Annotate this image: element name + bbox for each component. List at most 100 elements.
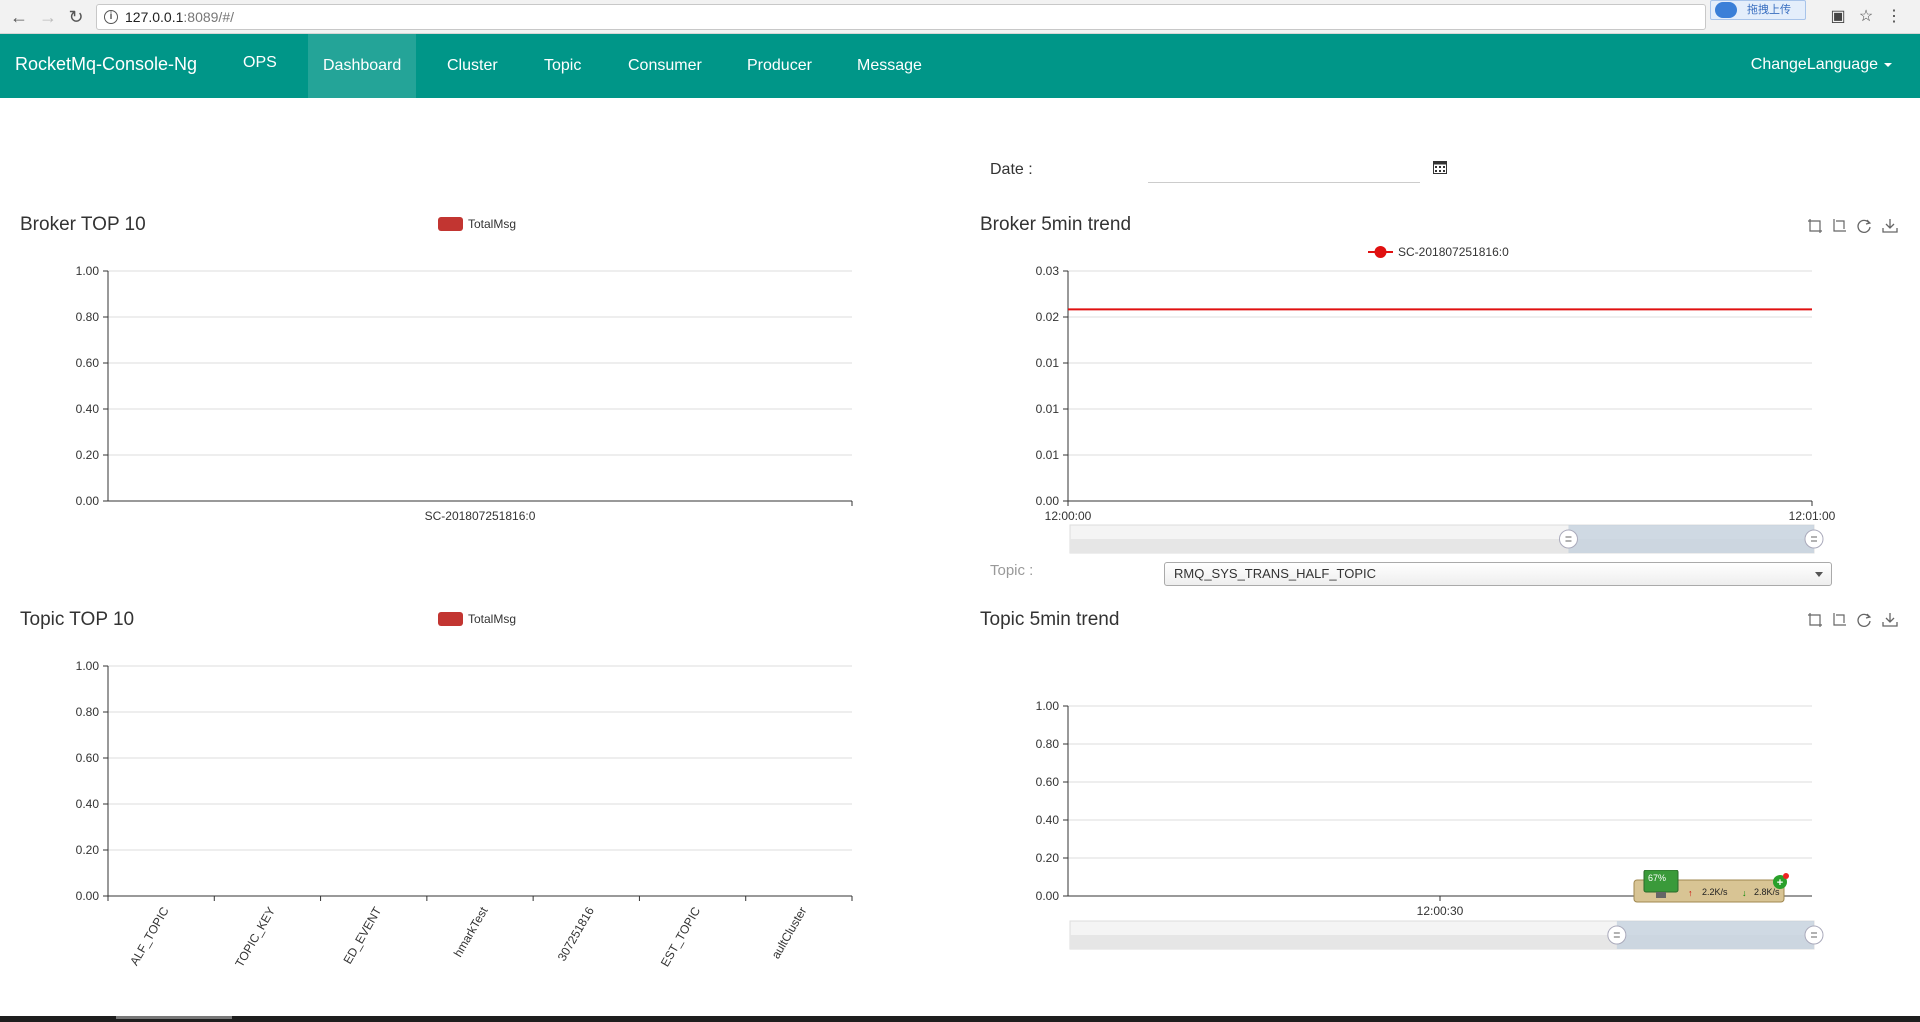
legend-label: TotalMsg xyxy=(468,217,516,231)
zoom-icon[interactable] xyxy=(1807,218,1823,234)
y-tick-label: 0.00 xyxy=(76,494,100,508)
y-tick-label: 0.00 xyxy=(1036,889,1060,903)
star-icon[interactable]: ☆ xyxy=(1858,8,1874,25)
topic-select-value: RMQ_SYS_TRANS_HALF_TOPIC xyxy=(1174,566,1377,581)
y-tick-label: 1.00 xyxy=(76,659,100,673)
nav-item-producer[interactable]: Producer xyxy=(747,57,812,74)
save-image-icon[interactable] xyxy=(1882,612,1898,628)
cloud-icon xyxy=(1715,2,1737,18)
network-monitor-widget[interactable]: + ↑ ↓ 67% 2.2K/s 2.8K/s xyxy=(1632,869,1790,906)
y-tick-label: 0.60 xyxy=(76,751,100,765)
zoom-reset-icon[interactable] xyxy=(1831,612,1847,628)
upload-extension-button[interactable]: 拖拽上传 xyxy=(1710,0,1806,20)
upload-speed: 2.2K/s xyxy=(1702,887,1728,897)
broker-trend-title: Broker 5min trend xyxy=(980,214,1132,235)
restore-icon[interactable] xyxy=(1856,612,1872,628)
y-tick-label: 0.01 xyxy=(1036,402,1060,416)
nav-item-cluster[interactable]: Cluster xyxy=(447,57,498,74)
y-tick-label: 0.80 xyxy=(76,310,100,324)
reload-icon[interactable]: ↻ xyxy=(68,7,84,27)
calendar-icon[interactable] xyxy=(1433,160,1447,174)
upload-extension-label: 拖拽上传 xyxy=(1747,4,1791,16)
date-input[interactable] xyxy=(1148,158,1420,183)
zoom-reset-icon[interactable] xyxy=(1831,218,1847,234)
restore-icon[interactable] xyxy=(1856,218,1872,234)
y-tick-label: 1.00 xyxy=(1036,699,1060,713)
datazoom-handle xyxy=(1804,925,1824,945)
x-tick-label: 12:00:30 xyxy=(1417,904,1464,918)
x-tick-label: SC-201807251816:0 xyxy=(425,509,536,523)
topic-label: Topic : xyxy=(990,562,1034,579)
y-tick-label: 0.01 xyxy=(1036,356,1060,370)
change-language-dropdown[interactable]: ChangeLanguage xyxy=(1751,34,1892,98)
y-tick-label: 0.40 xyxy=(76,797,100,811)
back-arrow-icon[interactable]: ← xyxy=(10,7,28,27)
nav-item-ops[interactable]: OPS xyxy=(243,54,277,71)
y-tick-label: 1.00 xyxy=(76,264,100,278)
url-path: :8089/#/ xyxy=(183,9,234,25)
y-tick-label: 0.03 xyxy=(1036,264,1060,278)
nav-item-message[interactable]: Message xyxy=(857,57,922,74)
y-tick-label: 0.40 xyxy=(76,402,100,416)
caret-down-icon xyxy=(1884,62,1892,67)
date-label: Date : xyxy=(990,161,1033,178)
topic-trend-title: Topic 5min trend xyxy=(980,609,1120,630)
translate-icon[interactable]: ▣ xyxy=(1830,8,1846,25)
legend-label: TotalMsg xyxy=(468,612,516,626)
x-tick-label: 307251816 xyxy=(555,904,597,963)
datazoom-selection xyxy=(1568,525,1814,553)
address-bar[interactable]: i 127.0.0.1:8089/#/ xyxy=(96,4,1706,30)
datazoom-selection xyxy=(1616,921,1814,949)
topic-top10-title: Topic TOP 10 xyxy=(20,609,135,630)
nav-item-dashboard[interactable]: Dashboard xyxy=(308,34,417,98)
y-tick-label: 0.00 xyxy=(76,889,100,903)
legend-swatch xyxy=(438,612,463,626)
y-tick-label: 0.02 xyxy=(1036,310,1060,324)
nav-item-topic[interactable]: Topic xyxy=(544,57,582,74)
top-navbar: RocketMq-Console-Ng OPS Dashboard Cluste… xyxy=(0,34,1920,98)
y-tick-label: 0.20 xyxy=(1036,851,1060,865)
x-tick-label: aultCluster xyxy=(769,904,810,961)
x-tick-label: 12:01:00 xyxy=(1789,509,1836,523)
topic-select[interactable]: RMQ_SYS_TRANS_HALF_TOPIC xyxy=(1164,562,1832,586)
download-speed: 2.8K/s xyxy=(1754,887,1780,897)
chevron-down-icon xyxy=(1815,572,1823,577)
brand-title[interactable]: RocketMq-Console-Ng xyxy=(15,54,198,74)
y-tick-label: 0.40 xyxy=(1036,813,1060,827)
y-tick-label: 0.01 xyxy=(1036,448,1060,462)
change-language-label: ChangeLanguage xyxy=(1750,56,1878,73)
zoom-icon[interactable] xyxy=(1807,612,1823,628)
legend-swatch xyxy=(438,217,463,231)
x-tick-label: TOPIC_KEY xyxy=(232,905,278,970)
taskbar-strip xyxy=(0,1016,1920,1022)
svg-text:↑: ↑ xyxy=(1688,888,1693,898)
legend-marker xyxy=(1374,246,1387,258)
datazoom-handle xyxy=(1804,529,1824,549)
y-tick-label: 0.80 xyxy=(1036,737,1060,751)
network-widget-graphic: + ↑ ↓ xyxy=(1633,869,1789,903)
menu-dots-icon[interactable]: ⋮ xyxy=(1886,8,1902,25)
y-tick-label: 0.80 xyxy=(76,705,100,719)
y-tick-label: 0.20 xyxy=(76,843,100,857)
legend-label: SC-201807251816:0 xyxy=(1398,245,1509,259)
cpu-usage: 67% xyxy=(1648,873,1667,883)
url-host: 127.0.0.1 xyxy=(125,9,184,25)
x-tick-label: hmarkTest xyxy=(451,904,491,960)
broker-top10-title: Broker TOP 10 xyxy=(20,214,146,235)
y-tick-label: 0.00 xyxy=(1036,494,1060,508)
info-icon[interactable]: i xyxy=(104,10,118,24)
y-tick-label: 0.60 xyxy=(1036,775,1060,789)
svg-text:+: + xyxy=(1777,877,1783,889)
y-tick-label: 0.20 xyxy=(76,448,100,462)
datazoom-handle xyxy=(1607,925,1627,945)
y-tick-label: 0.60 xyxy=(76,356,100,370)
nav-item-consumer[interactable]: Consumer xyxy=(628,57,702,74)
forward-arrow-icon[interactable]: → xyxy=(39,7,57,27)
taskbar-tab[interactable] xyxy=(116,1016,232,1019)
browser-toolbar: ← → ↻ i 127.0.0.1:8089/#/ 拖拽上传 ▣ ☆ ⋮ xyxy=(0,0,1920,34)
svg-text:↓: ↓ xyxy=(1742,888,1747,898)
x-tick-label: 12:00:00 xyxy=(1045,509,1092,523)
save-image-icon[interactable] xyxy=(1882,218,1898,234)
x-tick-label: ALF_TOPIC xyxy=(127,904,172,968)
